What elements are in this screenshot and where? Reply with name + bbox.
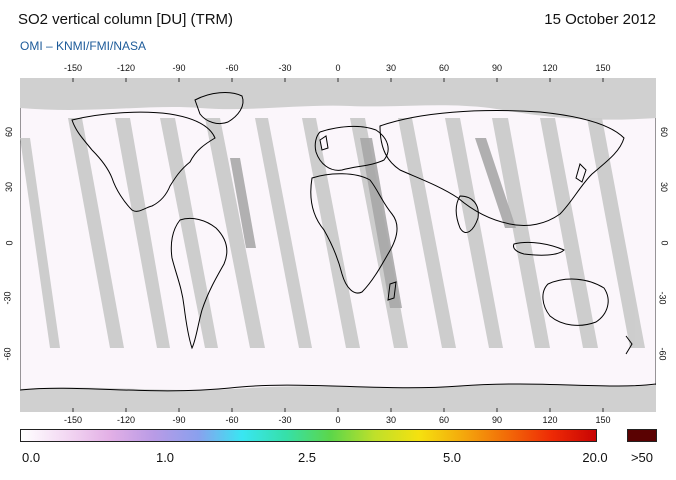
lon-tick-bottom: 30 xyxy=(385,415,397,425)
lat-tick-right: 60 xyxy=(659,126,670,138)
colorbar-label: 20.0 xyxy=(582,450,608,465)
madagascar xyxy=(387,281,397,301)
lat-tick-left: -30 xyxy=(2,291,13,305)
asia xyxy=(379,110,625,227)
lon-tick-bottom: -150 xyxy=(63,415,83,425)
africa xyxy=(310,173,398,294)
lon-tick-bottom: 150 xyxy=(595,415,611,425)
lon-tick-top: 120 xyxy=(542,63,558,73)
colorbar-label: 1.0 xyxy=(155,450,175,465)
lon-tick-top: -90 xyxy=(172,63,186,73)
uk xyxy=(319,135,329,151)
lon-tick-bottom: 60 xyxy=(438,415,450,425)
lon-tick-top: 90 xyxy=(491,63,503,73)
colorbar-max-label: >50 xyxy=(630,450,654,465)
antarctic-no-data xyxy=(20,384,656,412)
lon-tick-top: -150 xyxy=(63,63,83,73)
lon-tick-top: -60 xyxy=(225,63,239,73)
coastlines xyxy=(20,92,656,392)
lat-tick-right: 0 xyxy=(659,240,670,246)
lon-tick-bottom: -90 xyxy=(172,415,186,425)
map-date: 15 October 2012 xyxy=(544,11,656,28)
colorbar-label: 5.0 xyxy=(442,450,462,465)
map-title: SO2 vertical column [DU] (TRM) xyxy=(18,11,234,28)
lat-tick-left: 30 xyxy=(4,181,15,193)
lat-tick-left: -60 xyxy=(2,347,13,361)
new-zealand xyxy=(625,335,633,355)
lon-tick-bottom: 90 xyxy=(491,415,503,425)
lon-tick-top: -30 xyxy=(278,63,292,73)
lon-tick-bottom: -60 xyxy=(225,415,239,425)
north-america xyxy=(71,111,216,212)
lat-tick-left: 60 xyxy=(4,126,15,138)
arctic-no-data xyxy=(20,78,656,120)
lat-tick-right: -30 xyxy=(657,291,668,305)
lon-tick-bottom: -30 xyxy=(278,415,292,425)
tick-marks xyxy=(72,78,604,412)
colorbar-label: 0.0 xyxy=(22,450,41,465)
data-credit: OMI – KNMI/FMI/NASA xyxy=(20,39,147,53)
colorbar-gradient xyxy=(20,429,597,442)
lon-tick-top: 60 xyxy=(438,63,450,73)
australia xyxy=(542,278,609,326)
lat-tick-left: 0 xyxy=(4,240,15,246)
indonesia xyxy=(513,241,565,256)
lat-tick-right: -60 xyxy=(657,347,668,361)
colorbar-label: 2.5 xyxy=(297,450,317,465)
world-map xyxy=(20,78,656,412)
lon-tick-bottom: 0 xyxy=(335,415,341,425)
colorbar-max-swatch xyxy=(627,429,657,442)
japan xyxy=(575,163,587,183)
lon-tick-top: -120 xyxy=(116,63,136,73)
india xyxy=(455,195,479,233)
south-america xyxy=(170,217,228,350)
lon-tick-top: 30 xyxy=(385,63,397,73)
europe xyxy=(314,125,389,171)
lat-tick-right: 30 xyxy=(659,181,670,193)
lon-tick-top: 0 xyxy=(335,63,341,73)
greenland xyxy=(194,92,244,125)
lon-tick-bottom: -120 xyxy=(116,415,136,425)
lon-tick-bottom: 120 xyxy=(542,415,558,425)
antarctica xyxy=(20,383,656,392)
lon-tick-top: 150 xyxy=(595,63,611,73)
